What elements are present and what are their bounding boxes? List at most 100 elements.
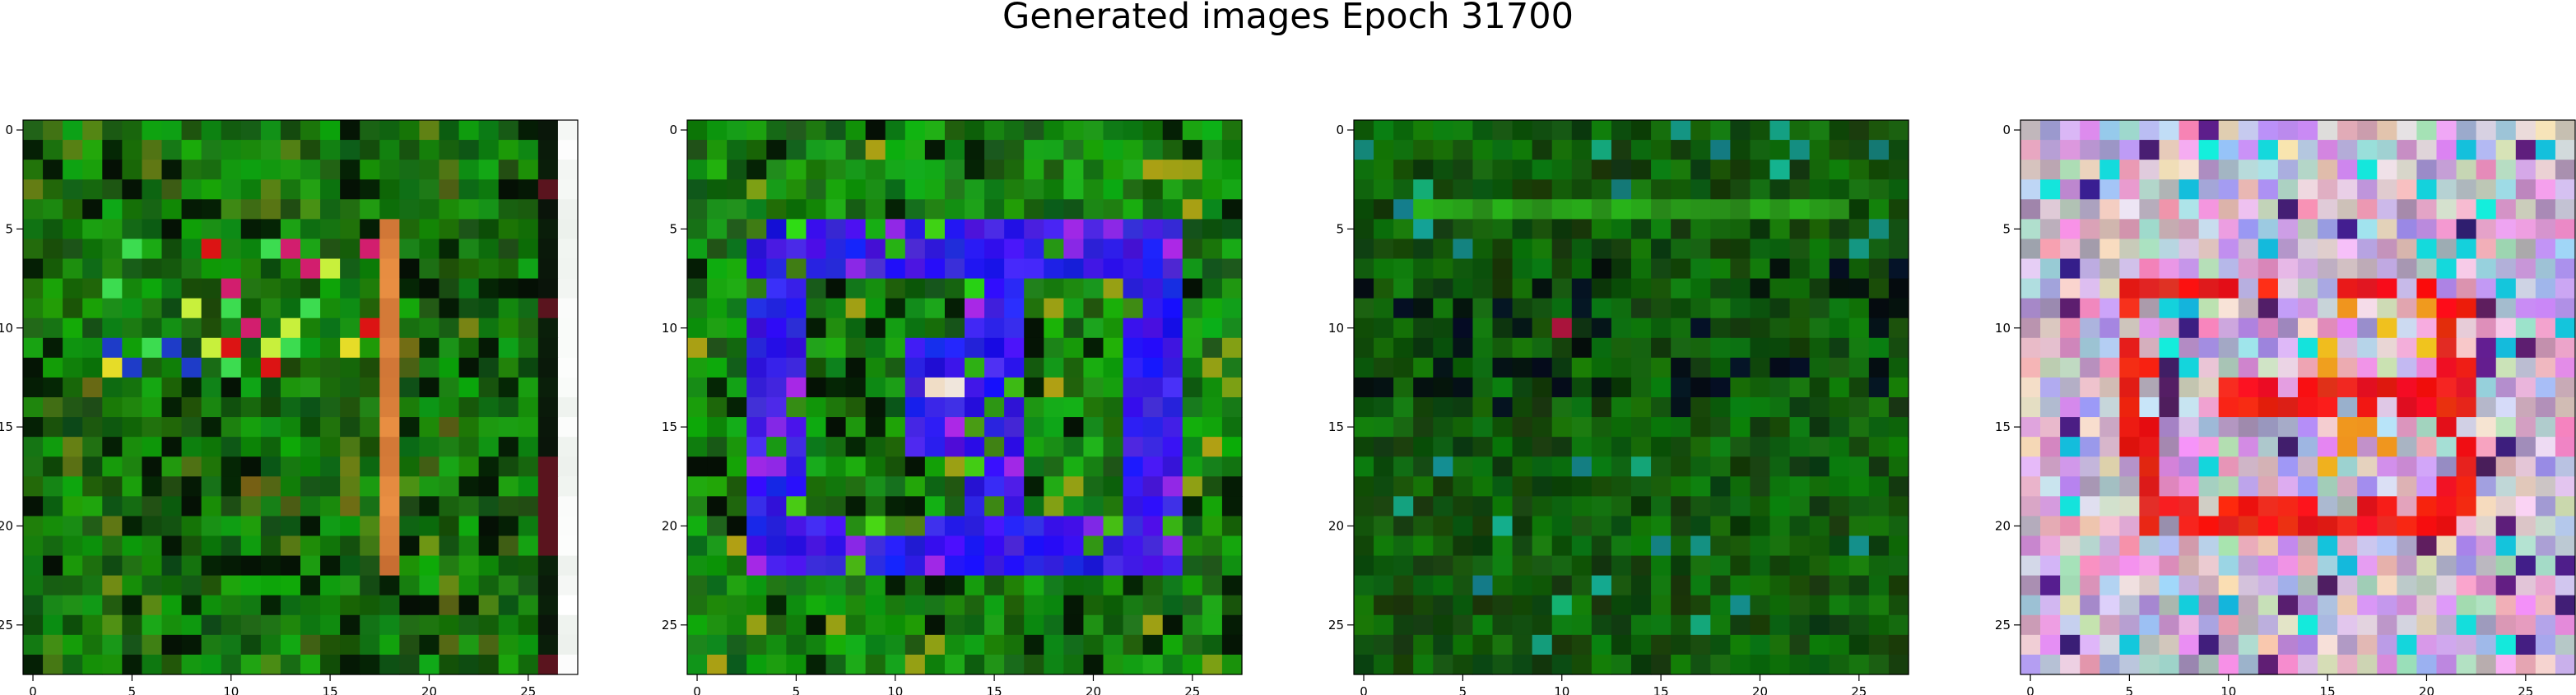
pixel-cell <box>518 595 539 616</box>
pixel-cell <box>2178 120 2200 141</box>
pixel-cell <box>845 219 867 240</box>
pixel-cell <box>2436 317 2457 339</box>
pixel-cell <box>1868 258 1890 280</box>
pixel-cell <box>1063 496 1085 517</box>
pixel-cell <box>1063 278 1085 299</box>
pixel-cell <box>2535 377 2556 398</box>
pixel-cell <box>1142 437 1164 457</box>
pixel-cell <box>2357 219 2378 240</box>
pixel-cell <box>2298 120 2318 141</box>
pixel-cell <box>1182 239 1203 260</box>
pixel-cell <box>1354 516 1374 537</box>
pixel-cell <box>924 417 946 438</box>
pixel-cell <box>746 476 767 497</box>
pixel-cell <box>2238 595 2259 616</box>
pixel-cell <box>478 417 500 438</box>
pixel-cell <box>904 298 926 319</box>
pixel-cell <box>2476 456 2497 477</box>
pixel-cell <box>399 239 421 260</box>
pixel-cell <box>63 179 83 200</box>
y-tick-label: 25 <box>1995 618 2011 632</box>
pixel-cell <box>63 140 83 160</box>
pixel-cell <box>1571 298 1593 319</box>
pixel-cell <box>1611 496 1632 517</box>
pixel-cell <box>280 634 301 656</box>
pixel-cell <box>1848 160 1870 180</box>
pixel-cell <box>845 239 867 260</box>
pixel-cell <box>498 357 519 378</box>
pixel-cell <box>1809 258 1830 280</box>
pixel-cell <box>1393 160 1414 180</box>
pixel-cell <box>439 258 460 280</box>
pixel-cell <box>1354 595 1374 616</box>
pixel-cell <box>1611 535 1632 557</box>
pixel-cell <box>379 160 400 180</box>
pixel-cell <box>1472 239 1494 260</box>
pixel-cell <box>1492 199 1514 220</box>
x-tick-label: 0 <box>29 684 37 695</box>
pixel-cell <box>2257 120 2279 141</box>
pixel-cell <box>1004 575 1025 596</box>
pixel-cell <box>2159 278 2180 299</box>
pixel-cell <box>122 160 143 180</box>
pixel-cell <box>300 634 321 656</box>
pixel-cell <box>498 219 519 240</box>
pixel-cell <box>2099 535 2120 557</box>
pixel-cell <box>2020 634 2041 656</box>
pixel-cell <box>43 535 63 557</box>
pixel-cell <box>221 239 242 260</box>
pixel-cell <box>2357 437 2378 457</box>
pixel-cell <box>1512 614 1533 636</box>
pixel-cell <box>142 654 163 675</box>
pixel-cell <box>537 278 559 299</box>
pixel-cell <box>320 456 341 477</box>
pixel-cell <box>82 239 103 260</box>
pixel-cell <box>63 278 83 299</box>
pixel-cell <box>2139 535 2160 557</box>
pixel-cell <box>2416 535 2438 557</box>
pixel-cell <box>727 199 747 220</box>
y-tick-label: 0 <box>1336 123 1344 137</box>
pixel-cell <box>2060 595 2081 616</box>
pixel-cell <box>2159 337 2180 359</box>
pixel-cell <box>439 614 460 636</box>
pixel-cell <box>845 377 867 398</box>
pixel-cell <box>1710 377 1731 398</box>
pixel-cell <box>806 258 827 280</box>
pixel-grid <box>23 120 579 675</box>
pixel-cell <box>1829 120 1850 141</box>
pixel-cell <box>1472 377 1494 398</box>
pixel-cell <box>122 516 143 537</box>
pixel-cell <box>2495 437 2517 457</box>
pixel-cell <box>1024 120 1044 141</box>
pixel-cell <box>498 140 519 160</box>
pixel-cell <box>1690 397 1711 418</box>
pixel-cell <box>1103 199 1124 220</box>
pixel-cell <box>1413 476 1434 497</box>
pixel-cell <box>924 160 946 180</box>
pixel-cell <box>1202 496 1223 517</box>
pixel-cell <box>845 496 867 517</box>
pixel-cell <box>1182 417 1203 438</box>
pixel-cell <box>2060 337 2081 359</box>
pixel-cell <box>1631 298 1652 319</box>
pixel-cell <box>1453 614 1474 636</box>
pixel-cell <box>2476 417 2497 438</box>
pixel-cell <box>1551 337 1573 359</box>
pixel-cell <box>2218 496 2239 517</box>
pixel-cell <box>1024 377 1044 398</box>
pixel-cell <box>181 437 202 457</box>
pixel-cell <box>1671 516 1691 537</box>
pixel-cell <box>2298 437 2318 457</box>
pixel-cell <box>82 595 103 616</box>
pixel-cell <box>2080 575 2100 596</box>
pixel-cell <box>2515 140 2536 160</box>
pixel-cell <box>1063 476 1085 497</box>
pixel-cell <box>1750 258 1771 280</box>
pixel-cell <box>1710 456 1731 477</box>
y-tick-label: 15 <box>662 419 677 434</box>
pixel-cell <box>1829 337 1850 359</box>
pixel-cell <box>1221 219 1243 240</box>
pixel-cell <box>2257 317 2279 339</box>
pixel-cell <box>102 654 123 675</box>
